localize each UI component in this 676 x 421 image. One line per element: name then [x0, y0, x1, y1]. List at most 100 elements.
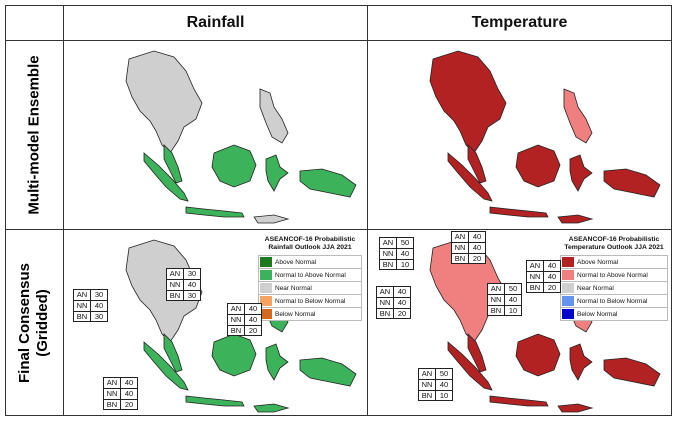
prob-value: 50 [397, 237, 414, 248]
prob-key: BN [376, 308, 394, 319]
legend-temperature-title: ASEANCOF-16 Probabilistic Temperature Out… [560, 236, 668, 252]
legend-swatch [562, 309, 574, 319]
prob-value: 50 [505, 283, 522, 294]
legend-temperature-title-2: Temperature Outlook JJA 2021 [564, 244, 664, 251]
region-peninsula [467, 144, 487, 184]
region-sumatra [143, 341, 189, 391]
region-peninsula [163, 333, 183, 373]
legend-rain-item: Normal to Above Normal [258, 268, 362, 281]
legend-temp-item: Above Normal [560, 255, 668, 268]
prob-value: 40 [121, 388, 138, 399]
prob-key: AN [451, 231, 469, 242]
region-mainland [429, 239, 507, 343]
region-philippines [563, 88, 593, 144]
prob-value: 40 [469, 231, 486, 242]
prob-key: AN [103, 377, 121, 388]
prob-key: BN [227, 325, 245, 336]
header-temperature-text: Temperature [471, 14, 568, 31]
legend-swatch [562, 296, 574, 306]
prob-value: 40 [245, 303, 262, 314]
prob-value: 10 [397, 259, 414, 270]
region-peninsula [467, 333, 487, 373]
region-papua [603, 357, 661, 387]
map-temperature-ensemble [367, 40, 672, 230]
prob-key: NN [487, 294, 505, 305]
prob-box-temp-n: AN 40 NN 40 BN 20 [451, 231, 486, 264]
region-papua [299, 168, 357, 198]
prob-box-rain-north: AN 30 NN 40 BN 30 [166, 268, 201, 301]
map-rainfall-ensemble-svg [125, 50, 357, 224]
prob-key: AN [487, 283, 505, 294]
prob-key: AN [73, 289, 91, 300]
prob-value: 40 [505, 294, 522, 305]
prob-value: 40 [394, 297, 411, 308]
region-borneo [515, 333, 561, 377]
region-timor [253, 403, 290, 413]
map-regions [429, 50, 661, 224]
legend-rainfall-title: ASEANCOF-16 Probabilistic Rainfall Outloo… [258, 236, 362, 252]
prob-value: 10 [505, 305, 522, 316]
prob-key: BN [451, 253, 469, 264]
legend-label: Below Normal [275, 310, 316, 318]
legend-swatch [562, 270, 574, 280]
legend-rainfall-title-2: Rainfall Outlook JJA 2021 [268, 244, 352, 251]
row-label-ensemble-text: Multi-model Ensemble [25, 55, 43, 215]
prob-value: 30 [91, 311, 108, 322]
legend-rain-item: Below Normal [258, 307, 362, 321]
prob-key: AN [418, 368, 436, 379]
prob-key: AN [166, 268, 184, 279]
region-java [185, 395, 245, 407]
prob-box-temp-east: AN 40 NN 40 BN 20 [526, 260, 561, 293]
row-label-consensus-line1: Final Consensus [16, 262, 34, 383]
region-sulawesi [265, 154, 289, 192]
prob-value: 40 [544, 271, 561, 282]
region-papua [299, 357, 357, 387]
row-label-consensus-line2: (Gridded) [34, 288, 52, 357]
region-timor [557, 403, 594, 413]
legend-label: Normal to Above Normal [577, 271, 648, 279]
region-borneo [211, 144, 257, 188]
prob-value: 20 [121, 399, 138, 410]
region-sumatra [143, 152, 189, 202]
region-borneo [211, 333, 257, 377]
prob-box-temp-south: AN 50 NN 40 BN 10 [418, 368, 453, 401]
region-philippines [259, 88, 289, 144]
prob-box-temp-nw: AN 50 NN 40 BN 10 [379, 237, 414, 270]
prob-key: NN [376, 297, 394, 308]
map-temperature-ensemble-svg [429, 50, 661, 224]
prob-value: 40 [184, 279, 201, 290]
legend-label: Above Normal [275, 258, 317, 266]
region-sumatra [447, 341, 493, 391]
region-mainland [125, 239, 203, 343]
prob-value: 30 [91, 289, 108, 300]
map-regions [125, 239, 357, 413]
prob-key: NN [418, 379, 436, 390]
region-java [489, 395, 549, 407]
prob-key: AN [227, 303, 245, 314]
region-sulawesi [265, 343, 289, 381]
region-timor [253, 214, 290, 224]
legend-swatch [260, 270, 272, 280]
prob-value: 40 [397, 248, 414, 259]
prob-key: AN [526, 260, 544, 271]
prob-key: BN [166, 290, 184, 301]
row-label-ensemble: Multi-model Ensemble [5, 40, 64, 230]
prob-value: 10 [436, 390, 453, 401]
prob-box-rain-south: AN 40 NN 40 BN 20 [103, 377, 138, 410]
prob-key: NN [73, 300, 91, 311]
map-rainfall-consensus-svg [125, 239, 357, 413]
header-rainfall: Rainfall [63, 5, 368, 41]
prob-box-temp-center: AN 50 NN 40 BN 10 [487, 283, 522, 316]
prob-key: NN [227, 314, 245, 325]
legend-swatch [562, 283, 574, 293]
prob-value: 40 [469, 242, 486, 253]
legend-temperature: ASEANCOF-16 Probabilistic Temperature Out… [560, 236, 668, 321]
row-label-consensus: Final Consensus (Gridded) [5, 229, 64, 416]
prob-key: BN [526, 282, 544, 293]
legend-swatch [260, 283, 272, 293]
legend-swatch [260, 257, 272, 267]
legend-rain-item: Near Normal [258, 281, 362, 294]
region-mainland [125, 50, 203, 154]
legend-label: Near Normal [577, 284, 614, 292]
